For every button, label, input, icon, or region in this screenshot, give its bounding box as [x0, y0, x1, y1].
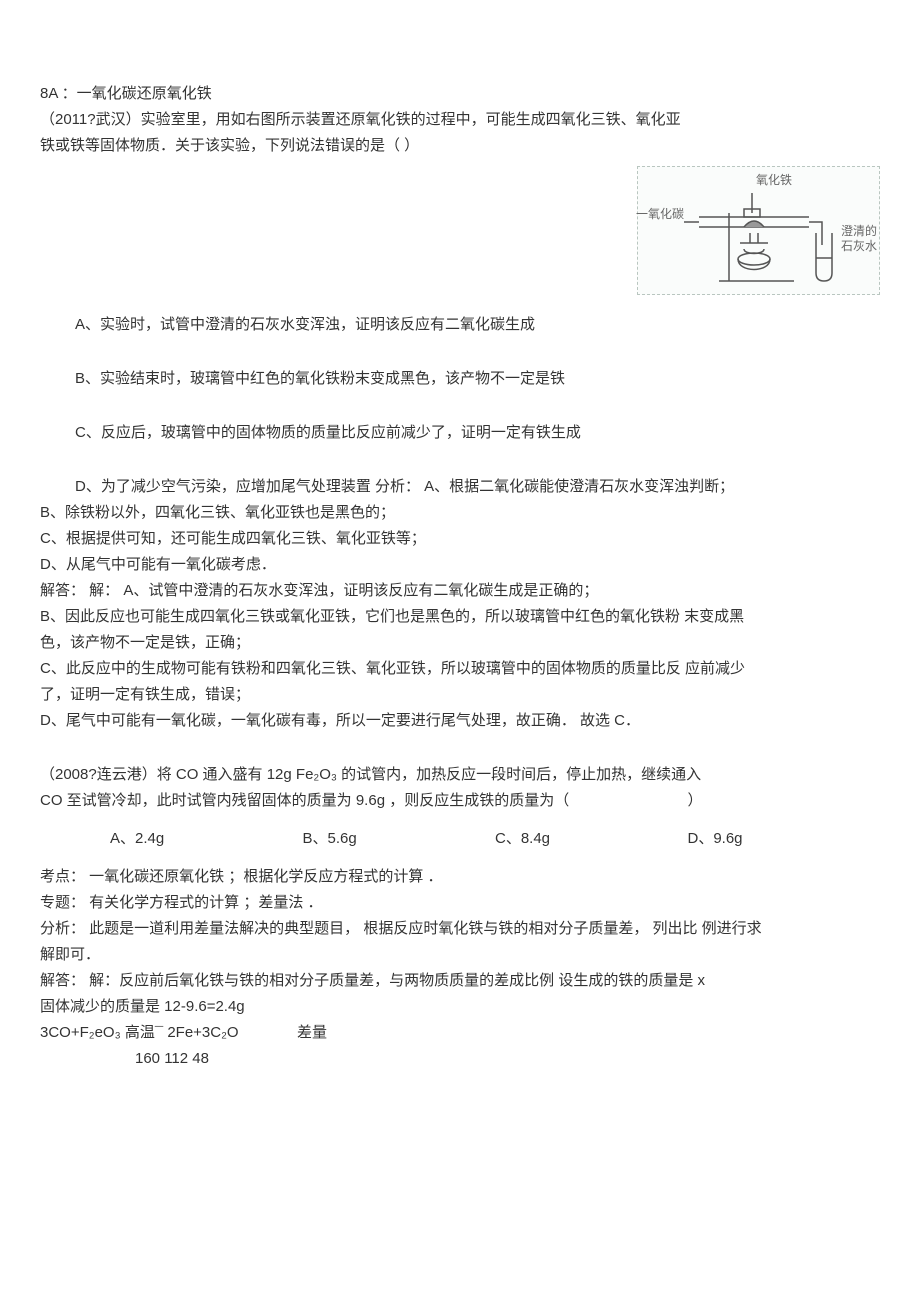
diagram-container: 氧化铁 一氧化碳 澄清的 石灰水 [40, 166, 880, 295]
q2-stem-l2-text: CO 至试管冷却，此时试管内残留固体的质量为 9.6g ，则反应生成铁的质量为（ [40, 792, 569, 809]
q2-opt-b: B、5.6g [303, 827, 496, 851]
apparatus-icon [644, 173, 869, 288]
q2-stem-l2-paren: ） [688, 792, 703, 809]
q2-options: A、2.4g B、5.6g C、8.4g D、9.6g [40, 827, 880, 851]
q2-stem-l1: （2008?连云港）将 CO 通入盛有 12g Fe₂O₃ 的试管内，加热反应一… [40, 763, 880, 787]
q2-opt-c: C、8.4g [495, 827, 688, 851]
q1-analysis-c: C、根据提供可知，还可能生成四氧化三铁、氧化亚铁等； [40, 527, 880, 551]
q1-analysis-d: D、从尾气中可能有一氧化碳考虑． [40, 553, 880, 577]
q2-opt-a: A、2.4g [110, 827, 303, 851]
q1-stem-line2: 铁或铁等固体物质．关于该实验，下列说法错误的是（ ） [40, 134, 880, 158]
q2-fenxi-l2: 解即可． [40, 943, 880, 967]
q1-opt-c: C、反应后，玻璃管中的固体物质的质量比反应前减少了，证明一定有铁生成 [40, 421, 880, 445]
diagram-label-left: 一氧化碳 [636, 205, 684, 224]
diagram-label-top: 氧化铁 [756, 171, 792, 190]
q2-equation: 3CO+F₂eO₃ 高温¯ 2Fe+3C₂O 差量 [40, 1021, 880, 1045]
q2-kaodian: 考点： 一氧化碳还原氧化铁 ；根据化学反应方程式的计算 ． [40, 865, 880, 889]
q1-solve-c-l2: 了，证明一定有铁生成，错误； [40, 683, 880, 707]
apparatus-diagram: 氧化铁 一氧化碳 澄清的 石灰水 [637, 166, 880, 295]
q1-opt-d-analysis: D、为了减少空气污染，应增加尾气处理装置 分析： A、根据二氧化碳能使澄清石灰水… [40, 475, 880, 499]
q2-mass: 固体减少的质量是 12-9.6=2.4g [40, 995, 880, 1019]
topic-code: 8A ：一氧化碳还原氧化铁 [40, 82, 880, 106]
q1-solve-b-l1: B、因此反应也可能生成四氧化三铁或氧化亚铁，它们也是黑色的，所以玻璃管中红色的氧… [40, 605, 880, 629]
q1-analysis-b: B、除铁粉以外，四氧化三铁、氧化亚铁也是黑色的； [40, 501, 880, 525]
q2-opt-d: D、9.6g [688, 827, 881, 851]
q1-stem-line1: （2011?武汉）实验室里，用如右图所示装置还原氧化铁的过程中，可能生成四氧化三… [40, 108, 880, 132]
q1-opt-a: A、实验时，试管中澄清的石灰水变浑浊，证明该反应有二氧化碳生成 [40, 313, 880, 337]
q2-zhuanti: 专题： 有关化学方程式的计算 ；差量法 ． [40, 891, 880, 915]
q2-fenxi-l1: 分析： 此题是一道利用差量法解决的典型题目， 根据反应时氧化铁与铁的相对分子质量… [40, 917, 880, 941]
q1-solve-d: D、尾气中可能有一氧化碳，一氧化碳有毒，所以一定要进行尾气处理，故正确． 故选 … [40, 709, 880, 733]
diagram-label-right2: 石灰水 [841, 237, 877, 256]
q2-numbers: 160 112 48 [40, 1047, 880, 1071]
q2-eqn-left: 3CO+F₂eO₃ 高温¯ 2Fe+3C₂O [40, 1024, 239, 1041]
q1-solve-c-l1: C、此反应中的生成物可能有铁粉和四氧化三铁、氧化亚铁，所以玻璃管中的固体物质的质… [40, 657, 880, 681]
q1-solve-a: 解答： 解： A、试管中澄清的石灰水变浑浊，证明该反应有二氧化碳生成是正确的； [40, 579, 880, 603]
q2-jieda: 解答： 解：反应前后氧化铁与铁的相对分子质量差，与两物质质量的差成比例 设生成的… [40, 969, 880, 993]
q2-eqn-right: 差量 [297, 1024, 327, 1041]
q1-opt-b: B、实验结束时，玻璃管中红色的氧化铁粉末变成黑色，该产物不一定是铁 [40, 367, 880, 391]
q2-stem-l2: CO 至试管冷却，此时试管内残留固体的质量为 9.6g ，则反应生成铁的质量为（… [40, 789, 880, 813]
q1-solve-b-l2: 色，该产物不一定是铁，正确； [40, 631, 880, 655]
